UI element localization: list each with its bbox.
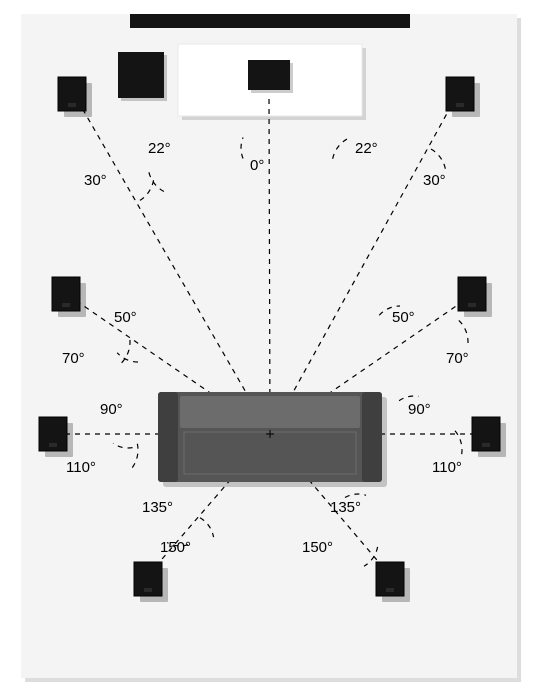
angle-label: 50° — [392, 309, 415, 326]
angle-label: 135° — [142, 499, 173, 516]
angle-label: 22° — [148, 140, 171, 157]
speaker-layout-diagram: 0° 22° 30° 22° 30° 50° 70° 50° 70° 90° 110° 90° 110°… — [0, 0, 542, 692]
angle-label: 110° — [66, 459, 96, 476]
angle-label: 30° — [84, 172, 107, 189]
angle-label: 135° — [330, 499, 361, 516]
angle-label: 110° — [432, 459, 462, 476]
angle-label: 70° — [62, 350, 85, 367]
angle-label: 70° — [446, 350, 469, 367]
angle-label: 0° — [250, 157, 264, 174]
angle-label: 150° — [160, 539, 191, 556]
angle-label: 30° — [423, 172, 446, 189]
angle-label: 150° — [302, 539, 333, 556]
angle-label: 90° — [408, 401, 431, 418]
angle-label: 22° — [355, 140, 378, 157]
angle-label: 90° — [100, 401, 123, 418]
angle-label: 50° — [114, 309, 137, 326]
